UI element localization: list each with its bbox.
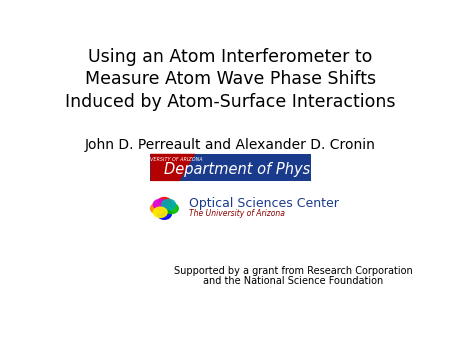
Circle shape: [164, 203, 178, 214]
Polygon shape: [150, 154, 195, 181]
Text: Optical Sciences Center: Optical Sciences Center: [189, 197, 339, 210]
Text: Supported by a grant from Research Corporation: Supported by a grant from Research Corpo…: [174, 266, 413, 276]
Circle shape: [153, 199, 167, 210]
Text: The University of Arizona: The University of Arizona: [189, 209, 285, 218]
Text: Measure Atom Wave Phase Shifts: Measure Atom Wave Phase Shifts: [85, 71, 376, 89]
Circle shape: [158, 197, 171, 208]
Text: Department of Physics: Department of Physics: [164, 162, 330, 177]
Circle shape: [153, 207, 167, 217]
Text: Using an Atom Interferometer to: Using an Atom Interferometer to: [89, 48, 373, 66]
Circle shape: [158, 209, 171, 219]
Text: John D. Perreault and Alexander D. Cronin: John D. Perreault and Alexander D. Croni…: [85, 138, 376, 152]
Text: THE UNIVERSITY OF ARIZONA: THE UNIVERSITY OF ARIZONA: [130, 157, 203, 162]
Text: and the National Science Foundation: and the National Science Foundation: [203, 276, 383, 286]
Bar: [150, 154, 311, 181]
Circle shape: [162, 199, 176, 210]
Circle shape: [150, 203, 164, 214]
Text: Induced by Atom-Surface Interactions: Induced by Atom-Surface Interactions: [65, 93, 396, 111]
